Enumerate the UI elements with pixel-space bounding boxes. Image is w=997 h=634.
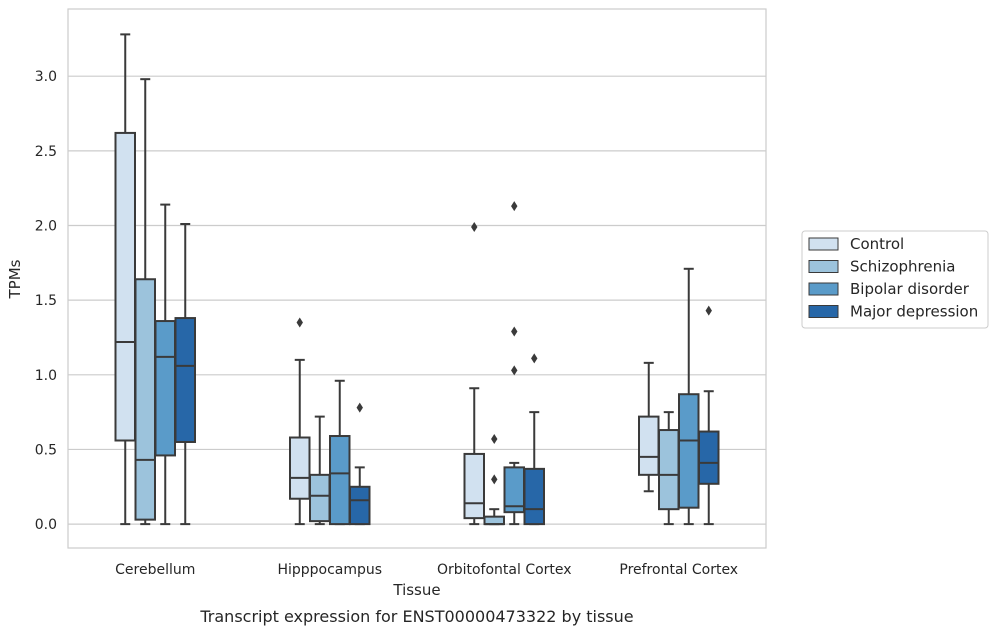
y-tick-label: 3.0 <box>35 69 57 85</box>
outlier-point <box>531 353 538 364</box>
box-1-2 <box>329 379 351 526</box>
outlier-point <box>296 317 303 328</box>
outlier-point <box>705 305 712 316</box>
y-tick-label: 0.5 <box>35 442 57 458</box>
box-plot-series <box>114 33 720 526</box>
y-tick-label: 2.0 <box>35 218 57 234</box>
outlier-point <box>511 365 518 376</box>
box-iqr <box>174 317 196 443</box>
outlier-point <box>511 326 518 337</box>
box-iqr <box>154 320 176 457</box>
box-0-1 <box>134 78 156 526</box>
x-tick-label: Orbitofontal Cortex <box>437 562 572 578</box>
x-tick-label: Hipppocampus <box>277 562 382 578</box>
box-iqr <box>658 429 680 511</box>
box-3-0 <box>638 361 660 493</box>
y-tick-label: 1.5 <box>35 293 57 309</box>
box-iqr <box>329 435 351 526</box>
y-axis-label: TPMs <box>6 259 24 299</box>
legend: Control Schizophrenia Bipolar disorder Majo… <box>801 230 989 329</box>
legend-frame <box>801 230 989 329</box>
outlier-point <box>491 474 498 485</box>
legend-swatch <box>808 305 839 318</box>
legend-label: Bipolar disorder <box>850 280 970 298</box>
y-tick-label: 2.5 <box>35 144 57 160</box>
legend-swatch <box>808 260 839 273</box>
x-axis-ticks: Cerebellum Hipppocampus Orbitofontal Corte… <box>115 562 738 578</box>
plot-frame <box>67 8 767 549</box>
box-0-3 <box>174 223 196 526</box>
box-iqr <box>309 473 331 523</box>
y-tick-label: 0.0 <box>35 517 57 533</box>
x-tick-label: Prefrontal Cortex <box>619 562 738 578</box>
box-3-3 <box>698 305 720 526</box>
x-tick-label: Cerebellum <box>115 562 195 578</box>
box-2-1 <box>483 434 505 526</box>
box-iqr <box>134 278 156 521</box>
box-iqr <box>698 430 720 485</box>
box-3-2 <box>678 267 700 526</box>
legend-swatch <box>808 237 839 251</box>
legend-swatch <box>808 282 839 296</box>
legend-label: Schizophrenia <box>850 258 955 276</box>
box-iqr <box>114 131 136 442</box>
box-1-3 <box>349 402 371 526</box>
box-iqr <box>289 436 311 500</box>
legend-label: Major depression <box>850 303 978 321</box>
outlier-point <box>356 402 363 413</box>
outlier-point <box>491 434 498 445</box>
chart-caption: Transcript expression for ENST0000047332… <box>199 607 633 626</box>
box-2-3 <box>523 353 545 526</box>
box-3-1 <box>658 411 680 526</box>
box-iqr <box>678 393 700 509</box>
y-tick-label: 1.0 <box>35 368 57 384</box>
y-axis-ticks: 0.0 0.5 1.0 1.5 2.0 2.5 3.0 <box>35 69 57 533</box>
box-1-1 <box>309 415 331 526</box>
box-iqr <box>463 452 485 520</box>
box-iqr <box>349 485 371 526</box>
x-axis-label: Tissue <box>392 581 440 599</box>
box-0-0 <box>114 33 136 526</box>
outlier-point <box>511 201 518 212</box>
box-iqr <box>523 467 545 526</box>
legend-label: Control <box>850 235 904 253</box>
box-iqr <box>638 415 660 476</box>
box-1-0 <box>289 317 311 526</box>
box-2-2 <box>503 201 525 526</box>
box-2-0 <box>463 221 485 526</box>
box-0-2 <box>154 203 176 526</box>
box-iqr <box>483 515 505 526</box>
outlier-point <box>471 221 478 232</box>
